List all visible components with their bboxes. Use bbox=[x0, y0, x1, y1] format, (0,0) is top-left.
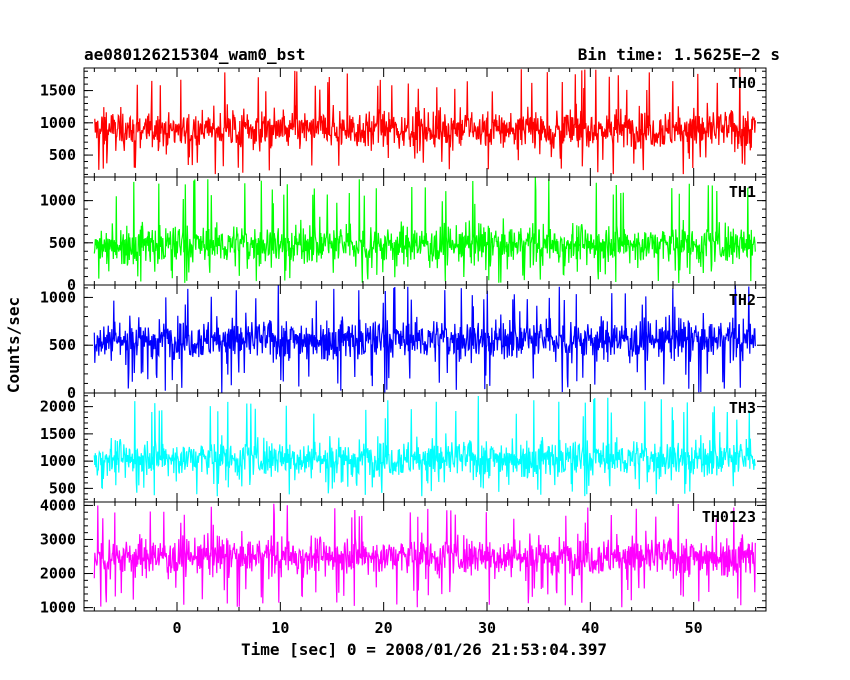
y-tick-label: 3000 bbox=[40, 530, 76, 548]
panel-th1: 0 500 1000 TH1 bbox=[40, 176, 767, 294]
series-line-th1 bbox=[93, 177, 756, 284]
y-tick-label: 1000 bbox=[40, 192, 76, 210]
x-tick-label: 0 bbox=[172, 619, 181, 637]
y-tick-label: 1500 bbox=[40, 82, 76, 100]
y-tick-label: 1500 bbox=[40, 425, 76, 443]
series-line-th2 bbox=[93, 285, 756, 393]
y-tick-label: 500 bbox=[49, 479, 76, 497]
panel-th0: 500 1000 1500 TH0 bbox=[40, 67, 767, 178]
x-tick-label: 20 bbox=[375, 619, 393, 637]
panel-label: TH0 bbox=[729, 74, 756, 92]
bin-time-label: Bin time: 1.5625E−2 s bbox=[578, 45, 780, 64]
y-tick-label: 4000 bbox=[40, 496, 76, 514]
panel-th0123: 1000 2000 3000 4000 TH0123 bbox=[40, 496, 767, 617]
x-tick-label: 10 bbox=[271, 619, 289, 637]
x-tick-label: 30 bbox=[478, 619, 496, 637]
series-line-th0 bbox=[94, 68, 756, 175]
y-tick-label: 0 bbox=[67, 384, 76, 402]
y-axis-label: Counts/sec bbox=[4, 297, 23, 393]
y-tick-label: 500 bbox=[49, 234, 76, 252]
panel-th3: 500 1000 1500 2000 TH3 bbox=[40, 392, 767, 503]
panel-frame bbox=[83, 392, 767, 503]
x-tick-label: 40 bbox=[581, 619, 599, 637]
y-tick-label: 500 bbox=[49, 336, 76, 354]
panel-label: TH2 bbox=[729, 291, 756, 309]
series-line-th3 bbox=[93, 395, 756, 497]
panel-th2: 0 500 1000 TH2 bbox=[40, 284, 767, 402]
chart-title: ae080126215304_wam0_bst bbox=[84, 45, 306, 64]
series-line-th0123 bbox=[93, 503, 756, 608]
y-tick-label: 2000 bbox=[40, 565, 76, 583]
y-tick-label: 1000 bbox=[40, 114, 76, 132]
y-tick-label: 1000 bbox=[40, 452, 76, 470]
panel-label: TH3 bbox=[729, 399, 756, 417]
panel-label: TH0123 bbox=[702, 508, 756, 526]
y-tick-label: 1000 bbox=[40, 288, 76, 306]
y-tick-label: 500 bbox=[49, 146, 76, 164]
y-tick-label: 2000 bbox=[40, 398, 76, 416]
x-axis-label: Time [sec] 0 = 2008/01/26 21:53:04.397 bbox=[241, 640, 607, 659]
x-tick-label: 50 bbox=[685, 619, 703, 637]
y-tick-label: 1000 bbox=[40, 599, 76, 617]
y-tick-label: 0 bbox=[67, 276, 76, 294]
panel-label: TH1 bbox=[729, 183, 756, 201]
